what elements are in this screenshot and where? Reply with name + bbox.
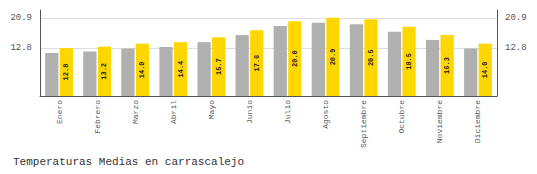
svg-text:16.3: 16.3 (443, 57, 451, 74)
svg-text:Noviembre: Noviembre (435, 100, 444, 143)
svg-text:20.5: 20.5 (367, 49, 375, 66)
svg-text:Junio: Junio (245, 100, 254, 124)
svg-text:Marzo: Marzo (131, 100, 140, 124)
svg-text:Octubre: Octubre (397, 100, 406, 134)
svg-text:Abril: Abril (169, 100, 178, 124)
svg-text:18.5: 18.5 (405, 53, 413, 70)
svg-text:20.0: 20.0 (291, 50, 299, 67)
svg-text:15.7: 15.7 (215, 58, 223, 75)
svg-text:Febrero: Febrero (93, 100, 102, 134)
svg-text:Enero: Enero (55, 100, 64, 124)
svg-text:20.9: 20.9 (10, 13, 32, 23)
svg-text:20.9: 20.9 (505, 13, 527, 23)
svg-text:Temperaturas Medias en carrasc: Temperaturas Medias en carrascalejo (13, 156, 244, 168)
svg-text:14.0: 14.0 (138, 61, 146, 78)
svg-text:12.8: 12.8 (62, 64, 70, 81)
svg-text:Julio: Julio (283, 100, 292, 124)
svg-text:Agosto: Agosto (321, 100, 330, 129)
svg-text:14.0: 14.0 (481, 61, 489, 78)
svg-text:12.8: 12.8 (10, 43, 32, 53)
svg-text:20.9: 20.9 (329, 49, 337, 66)
svg-text:13.2: 13.2 (100, 63, 108, 80)
svg-text:Mayo: Mayo (207, 100, 216, 119)
svg-text:17.6: 17.6 (253, 55, 261, 72)
svg-text:Septiembre: Septiembre (359, 100, 368, 148)
svg-text:14.4: 14.4 (177, 61, 185, 78)
svg-text:12.8: 12.8 (505, 43, 527, 53)
svg-text:Diciembre: Diciembre (473, 100, 482, 143)
